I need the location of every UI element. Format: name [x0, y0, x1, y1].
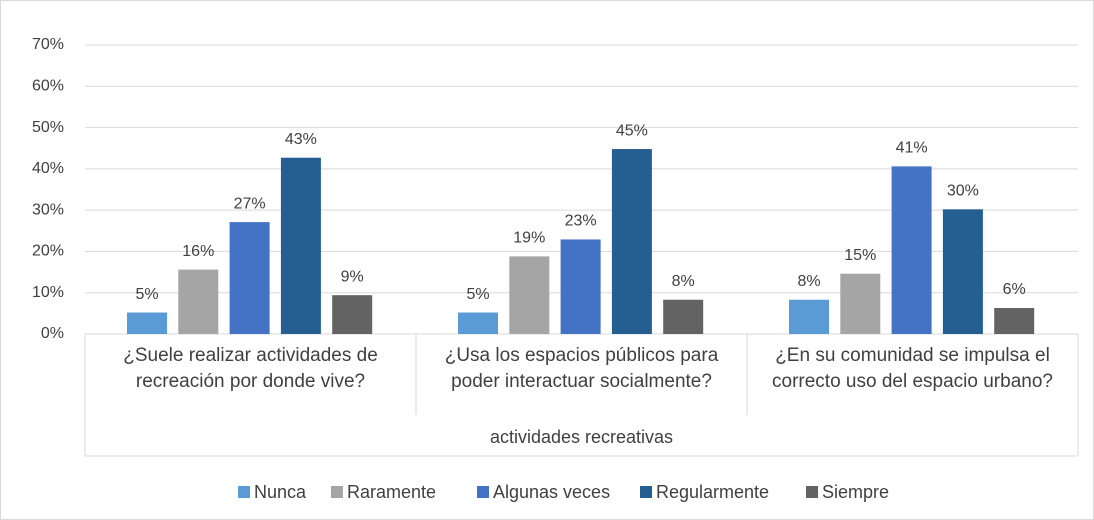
x-tick-label: ¿Suele realizar actividades de recreació…	[123, 345, 378, 392]
data-label: 43%	[285, 131, 317, 148]
data-label: 9%	[341, 268, 364, 285]
legend-label: Raramente	[347, 482, 436, 502]
y-tick-label: 20%	[32, 243, 64, 260]
legend-swatch	[477, 486, 489, 498]
bar	[611, 149, 652, 334]
data-label: 5%	[466, 286, 489, 303]
bar	[332, 295, 373, 334]
bar	[789, 299, 829, 334]
y-tick-label: 30%	[32, 201, 64, 218]
y-tick-label: 50%	[32, 119, 64, 136]
x-tick-label: ¿En su comunidad se impulsa el correcto …	[772, 345, 1053, 392]
data-label: 8%	[672, 273, 695, 290]
legend-label: Siempre	[822, 482, 889, 502]
bar	[994, 307, 1035, 334]
legend-swatch	[331, 486, 343, 498]
bar	[663, 299, 704, 334]
bar	[942, 209, 983, 334]
bar	[458, 312, 498, 334]
legend-swatch	[640, 486, 652, 498]
bar	[891, 166, 932, 334]
data-label: 30%	[947, 183, 979, 200]
bar	[840, 273, 881, 334]
y-tick-label: 0%	[41, 325, 64, 342]
y-tick-label: 70%	[32, 36, 64, 53]
bar	[280, 157, 321, 334]
y-tick-label: 10%	[32, 284, 64, 301]
data-label: 15%	[844, 247, 876, 264]
legend-label: Nunca	[254, 482, 307, 502]
data-label: 45%	[616, 122, 648, 139]
data-label: 8%	[797, 273, 820, 290]
bar	[178, 269, 219, 334]
data-label: 41%	[896, 140, 928, 157]
bar	[127, 312, 167, 334]
bar	[560, 239, 601, 334]
bar	[229, 222, 270, 334]
data-label: 27%	[234, 195, 266, 212]
x-tick-label: ¿Usa los espacios públicos para poder in…	[444, 345, 719, 392]
legend-label: Algunas veces	[493, 482, 610, 502]
data-label: 19%	[513, 230, 545, 247]
legend-swatch	[238, 486, 250, 498]
data-label: 16%	[182, 243, 214, 260]
data-label: 6%	[1003, 281, 1026, 298]
legend-label: Regularmente	[656, 482, 769, 502]
y-tick-label: 40%	[32, 160, 64, 177]
data-label: 23%	[565, 213, 597, 230]
data-label: 5%	[135, 286, 158, 303]
legend-swatch	[806, 486, 818, 498]
bar	[509, 256, 550, 334]
y-tick-label: 60%	[32, 78, 64, 95]
x-axis-title: actividades recreativas	[490, 427, 673, 447]
